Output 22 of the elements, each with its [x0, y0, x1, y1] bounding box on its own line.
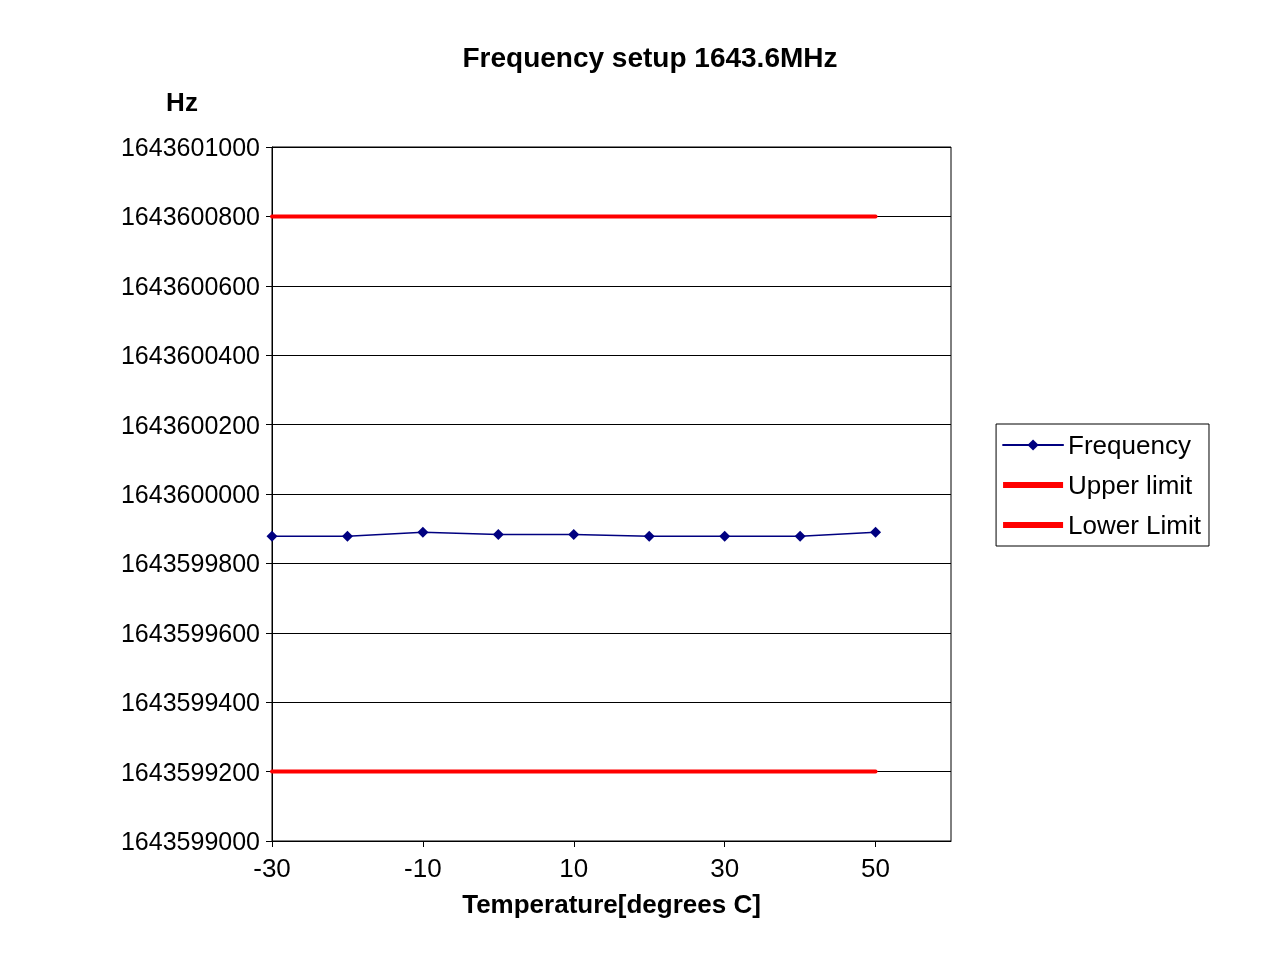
x-tick-label: -10 — [404, 853, 442, 883]
y-tick-label: 1643601000 — [120, 133, 260, 161]
y-tick-label: 1643600200 — [120, 410, 260, 439]
y-tick-label: 1643599400 — [120, 688, 260, 717]
x-tick-label: 50 — [861, 853, 891, 883]
legend-label: Lower Limit — [1068, 510, 1202, 540]
x-tick-label: 30 — [710, 853, 740, 883]
y-tick-label: 1643600600 — [120, 271, 260, 300]
y-tick-label: 1643600000 — [120, 480, 260, 508]
y-tick-label: 1643600400 — [120, 341, 260, 370]
y-tick-label: 1643599600 — [120, 618, 260, 647]
y-axis-title: Hz — [166, 87, 198, 117]
legend-label: Frequency — [1068, 430, 1191, 460]
y-tick-label: 1643600800 — [120, 202, 260, 231]
legend-label: Upper limit — [1068, 470, 1194, 500]
y-tick-label: 1643599800 — [120, 549, 260, 578]
chart-title: Frequency setup 1643.6MHz — [462, 41, 838, 73]
x-axis-title: Temperature[degrees C] — [462, 889, 761, 919]
y-tick-label: 1643599000 — [120, 827, 260, 855]
x-tick-label: 10 — [559, 853, 589, 883]
y-tick-label: 1643599200 — [120, 757, 260, 786]
x-tick-label: -30 — [253, 853, 291, 883]
